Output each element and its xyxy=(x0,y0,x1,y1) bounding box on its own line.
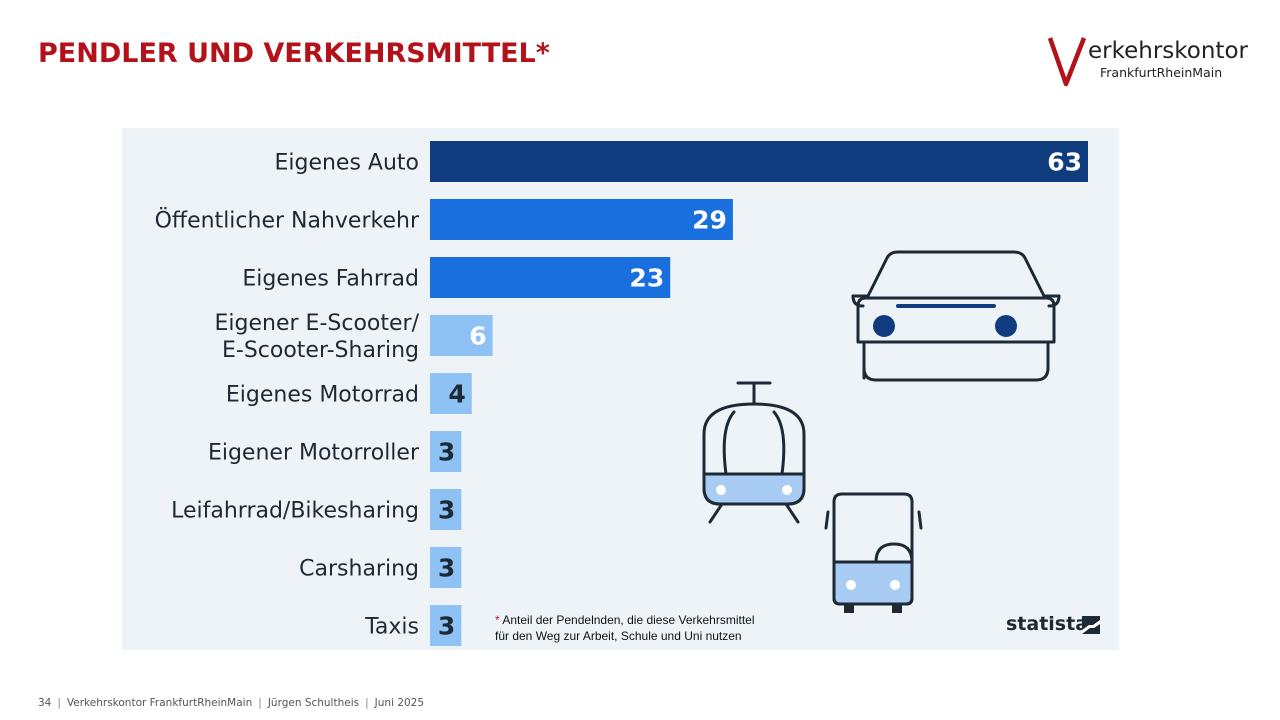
logo-v-mark xyxy=(1048,37,1087,87)
footer-date: Juni 2025 xyxy=(374,697,425,709)
bar-3 xyxy=(430,315,493,356)
bar-value-label-0: 63 xyxy=(1047,148,1082,177)
footer-org: Verkehrskontor FrankfurtRheinMain xyxy=(66,697,253,709)
category-label-6: Leifahrrad/Bikesharing xyxy=(171,499,419,524)
logo-main-text: erkehrskontor xyxy=(1088,38,1248,64)
chart-panel: 63 Eigenes Auto 29 Öffentlicher Nahverkehr 2… xyxy=(122,128,1119,650)
bar-5 xyxy=(430,431,462,472)
bar-1 xyxy=(430,199,733,240)
footnote-text-1: Anteil der Pendelnden, die diese Verkehr… xyxy=(499,613,755,627)
footnote-line-2: für den Weg zur Arbeit, Schule und Uni n… xyxy=(495,629,742,643)
category-label-8: Taxis xyxy=(364,615,419,640)
category-label-1: Öffentlicher Nahverkehr xyxy=(155,208,420,234)
logo-sub-text: FrankfurtRheinMain xyxy=(1100,65,1223,80)
footnote: * Anteil der Pendelnden, die diese Verke… xyxy=(495,612,795,644)
bus-icon xyxy=(824,492,923,613)
bar-4 xyxy=(430,373,472,414)
bar-value-label-3: 6 xyxy=(469,322,486,351)
bar-2 xyxy=(430,257,671,298)
bar-6 xyxy=(430,489,462,530)
bar-value-label-8: 3 xyxy=(438,612,455,641)
footnote-line-1: * Anteil der Pendelnden, die diese Verke… xyxy=(495,612,795,628)
footnote-star: * xyxy=(495,613,500,627)
footer-page-number: 34 xyxy=(38,697,52,709)
bar-value-label-4: 4 xyxy=(448,380,465,409)
statista-logo-icon xyxy=(1082,616,1100,634)
bar-value-label-5: 3 xyxy=(438,438,455,467)
verkehrskontor-logo: erkehrskontor FrankfurtRheinMain xyxy=(1048,34,1248,88)
statista-source-label: statista xyxy=(1006,613,1089,635)
slide-title: PENDLER UND VERKEHRSMITTEL* xyxy=(38,38,550,69)
bar-value-label-1: 29 xyxy=(692,206,727,235)
bar-8 xyxy=(430,605,462,646)
bar-value-label-7: 3 xyxy=(438,554,455,583)
footer-author: Jürgen Schultheis xyxy=(267,697,360,709)
bar-0 xyxy=(430,141,1088,182)
bar-7 xyxy=(430,547,462,588)
category-label-7: Carsharing xyxy=(299,557,419,582)
category-label-4: Eigenes Motorrad xyxy=(226,383,419,408)
bar-value-label-2: 23 xyxy=(629,264,664,293)
category-label-0: Eigenes Auto xyxy=(274,151,419,176)
car-icon xyxy=(851,250,1061,382)
category-label-5: Eigener Motorroller xyxy=(208,441,420,466)
category-label-2: Eigenes Fahrrad xyxy=(242,267,419,292)
tram-icon xyxy=(702,381,806,524)
footer: 34 | Verkehrskontor FrankfurtRheinMain | Jür… xyxy=(38,697,425,709)
bar-value-label-6: 3 xyxy=(438,496,455,525)
category-label-3: Eigener E-Scooter/E-Scooter-Sharing xyxy=(215,311,420,363)
